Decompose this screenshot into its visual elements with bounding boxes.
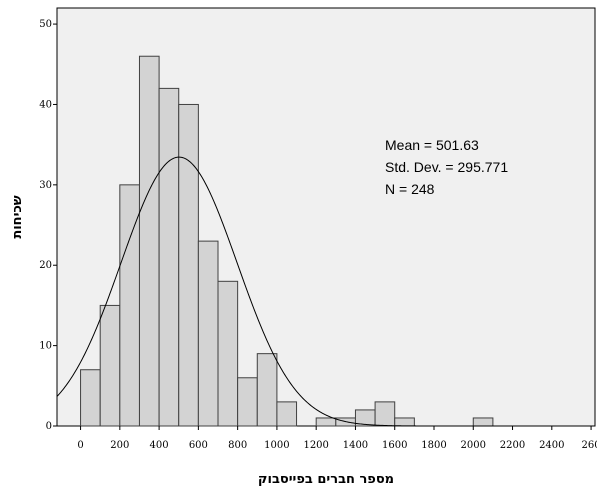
y-tick-label: 30 <box>39 180 52 191</box>
histogram-bar <box>315 417 337 427</box>
histogram-bar <box>138 55 160 427</box>
histogram-bar <box>256 353 278 427</box>
x-tick-label: 1200 <box>303 440 328 451</box>
x-tick-label: 600 <box>189 440 208 451</box>
y-tick-label: 0 <box>46 421 52 432</box>
x-tick-label: 2400 <box>539 440 564 451</box>
y-tick-label: 40 <box>39 99 52 110</box>
stats-std-dev: Std. Dev. = 295.771 <box>385 159 508 175</box>
histogram-bar <box>99 304 121 427</box>
histogram-bar <box>178 103 199 427</box>
y-axis-title: שכיחות <box>10 195 25 238</box>
stats-mean: Mean = 501.63 <box>385 137 479 153</box>
histogram-bar <box>472 417 494 427</box>
x-tick-label: 1600 <box>382 440 407 451</box>
bars-layer <box>80 55 494 427</box>
histogram-bar <box>276 401 298 427</box>
y-tick-label: 50 <box>39 19 52 30</box>
y-tick-label: 10 <box>39 341 52 352</box>
histogram-bar <box>217 280 239 427</box>
ticks-layer: 0 200 400 600 800 1000 1200 1400 1600 1800 2000 220… <box>39 19 597 451</box>
x-tick-label: 2000 <box>461 440 486 451</box>
x-tick-label: 400 <box>150 440 169 451</box>
x-tick-label: 260 <box>582 440 597 451</box>
x-tick-label: 0 <box>77 440 83 451</box>
histogram-bar <box>197 240 219 427</box>
histogram-bar <box>394 417 415 427</box>
y-tick-label: 20 <box>39 260 52 271</box>
x-tick-label: 200 <box>110 440 129 451</box>
histogram-bar <box>374 401 396 427</box>
x-tick-label: 2200 <box>500 440 525 451</box>
x-axis-title: מספר חברים בפייסבוק <box>258 472 394 487</box>
x-tick-label: 1000 <box>264 440 289 451</box>
histogram-bar <box>237 377 258 427</box>
histogram-bar <box>158 87 180 427</box>
x-tick-label: 1800 <box>421 440 446 451</box>
x-tick-label: 800 <box>228 440 247 451</box>
histogram-bar <box>80 369 101 427</box>
stats-n: N = 248 <box>385 181 435 197</box>
normal-curve <box>56 156 595 427</box>
x-tick-label: 1400 <box>343 440 368 451</box>
